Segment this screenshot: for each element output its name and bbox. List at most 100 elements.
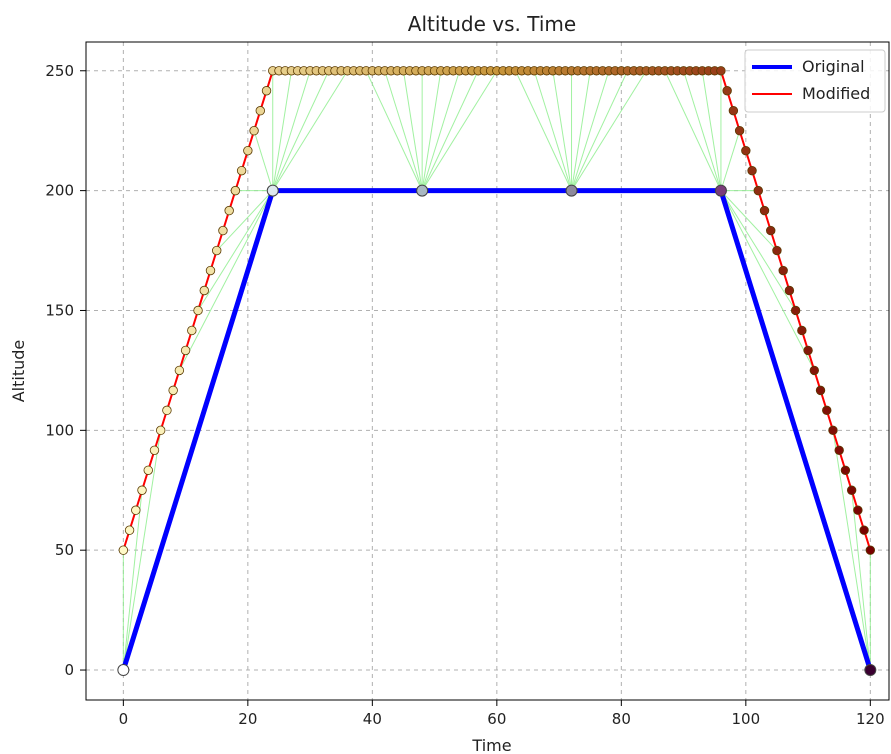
modified-point	[759, 205, 770, 216]
modified-point	[747, 165, 757, 176]
modified-point	[803, 345, 813, 356]
modified-point	[853, 505, 863, 515]
legend-label-original: Original	[802, 57, 865, 76]
x-tick-label: 0	[119, 710, 129, 728]
plot-background	[86, 42, 889, 700]
x-tick-label: 100	[732, 710, 761, 728]
connector-line	[851, 490, 871, 671]
connector-line	[365, 70, 423, 191]
modified-point	[174, 365, 185, 376]
modified-point	[255, 106, 265, 116]
connector-line	[552, 70, 573, 191]
connector-line	[720, 190, 797, 311]
modified-point	[815, 385, 826, 396]
connector-line	[272, 70, 311, 191]
modified-point	[230, 185, 241, 196]
modified-point	[753, 185, 763, 196]
modified-point	[218, 225, 228, 236]
modified-point	[784, 285, 795, 296]
y-tick-label: 200	[45, 182, 74, 200]
modified-point	[722, 86, 732, 96]
original-point	[714, 184, 727, 197]
x-tick-label: 40	[363, 710, 382, 728]
y-tick-label: 250	[45, 62, 74, 80]
connector-line	[571, 70, 629, 191]
connector-line	[421, 70, 460, 191]
modified-point	[131, 505, 141, 515]
modified-point	[162, 405, 172, 416]
modified-point	[155, 425, 166, 436]
modified-point	[224, 205, 234, 216]
y-tick-label: 150	[45, 301, 74, 319]
modified-point	[716, 66, 726, 76]
y-axis: 0 50 100 150 200 250	[45, 62, 86, 679]
legend-label-modified: Modified	[802, 84, 870, 103]
modified-point	[822, 405, 832, 416]
connectors	[122, 70, 871, 671]
connector-line	[197, 190, 274, 311]
modified-point	[236, 165, 247, 176]
modified-point	[865, 545, 876, 555]
modified-point	[790, 305, 801, 316]
x-axis-label: Time	[471, 736, 511, 754]
connector-line	[571, 70, 647, 191]
connector-line	[515, 70, 572, 191]
modified-point	[137, 485, 147, 495]
modified-point	[199, 285, 209, 296]
modified-point	[149, 445, 160, 456]
modified-point	[205, 265, 216, 276]
original-point	[565, 184, 578, 197]
connector-line	[421, 70, 442, 191]
connector-line	[122, 490, 143, 671]
modified-point	[180, 345, 191, 356]
modified-point	[261, 86, 272, 96]
connector-line	[421, 70, 479, 191]
modified-point	[809, 365, 820, 376]
x-tick-label: 60	[487, 710, 506, 728]
y-axis-label: Altitude	[9, 340, 28, 403]
y-tick-label: 0	[64, 661, 74, 679]
modified-point	[728, 106, 739, 116]
legend: Original Modified	[744, 49, 886, 113]
connector-line	[533, 70, 573, 191]
connector-line	[272, 70, 330, 191]
modified-point	[741, 145, 751, 156]
original-point	[416, 184, 429, 197]
connector-line	[272, 70, 348, 191]
modified-point	[118, 545, 129, 555]
connector-line	[253, 130, 274, 191]
modified-point	[249, 125, 259, 136]
x-tick-label: 20	[238, 710, 257, 728]
modified-point	[212, 245, 222, 256]
modified-point	[168, 385, 178, 396]
original-point	[266, 184, 279, 197]
connector-line	[178, 190, 274, 371]
original-point	[864, 664, 877, 677]
original-point	[117, 664, 130, 677]
modified-point	[797, 325, 807, 336]
x-axis: 0 20 40 60 80 100 120	[119, 700, 885, 728]
connector-line	[832, 430, 871, 671]
connector-line	[664, 70, 722, 191]
y-tick-label: 50	[55, 541, 74, 559]
y-tick-label: 100	[45, 421, 74, 439]
modified-point	[193, 305, 203, 316]
plot-frame	[85, 41, 890, 701]
series-original-line	[120, 188, 873, 671]
connector-line	[272, 70, 292, 191]
connector-line	[720, 130, 741, 191]
connector-line	[384, 70, 423, 191]
x-tick-label: 120	[856, 710, 885, 728]
x-tick-label: 80	[612, 710, 631, 728]
modified-point	[734, 125, 745, 136]
connector-line	[402, 70, 423, 191]
chart-title: Altitude vs. Time	[408, 12, 576, 36]
connector-line	[122, 430, 162, 671]
modified-point	[766, 225, 776, 236]
modified-point	[243, 145, 253, 156]
connector-line	[571, 70, 591, 191]
connector-line	[701, 70, 722, 191]
connector-line	[720, 190, 815, 371]
connector-line	[683, 70, 722, 191]
